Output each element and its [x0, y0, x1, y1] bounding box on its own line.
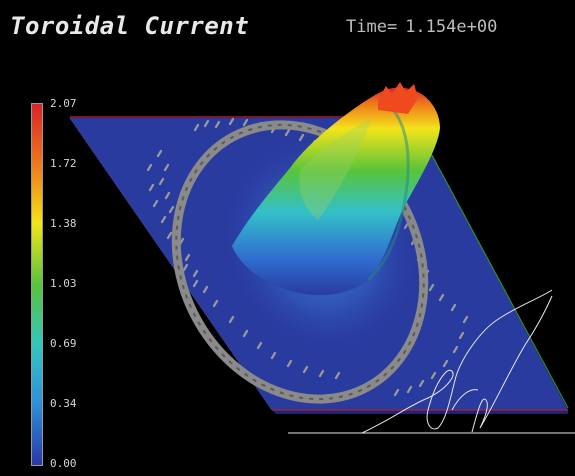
scatter-marks — [146, 117, 469, 397]
peak-crest — [378, 82, 418, 114]
time-value: 1.154e+00 — [405, 17, 498, 37]
colorbar-tick: 1.38 — [50, 217, 77, 230]
colorbar-tick: 0.69 — [50, 337, 77, 350]
colorbar — [31, 103, 43, 466]
colorbar-tick: 0.00 — [50, 457, 77, 470]
plot-title: Toroidal Current — [10, 12, 250, 40]
plane-side — [272, 410, 568, 414]
peak-shading — [299, 118, 372, 220]
time-label: Time= — [346, 17, 398, 37]
edge-right — [411, 117, 569, 409]
colorbar-fill — [32, 104, 42, 465]
current-peak — [232, 87, 440, 296]
colorbar-tick: 0.34 — [50, 397, 77, 410]
peak-ridge — [367, 96, 410, 282]
trace-lines — [361, 289, 553, 434]
time-readout: Time= 1.154e+00 — [346, 17, 497, 37]
colorbar-tick: 1.72 — [50, 157, 77, 170]
colorbar-tick: 2.07 — [50, 97, 77, 110]
edge-left — [69, 117, 273, 411]
colorbar-tick: 1.03 — [50, 277, 77, 290]
